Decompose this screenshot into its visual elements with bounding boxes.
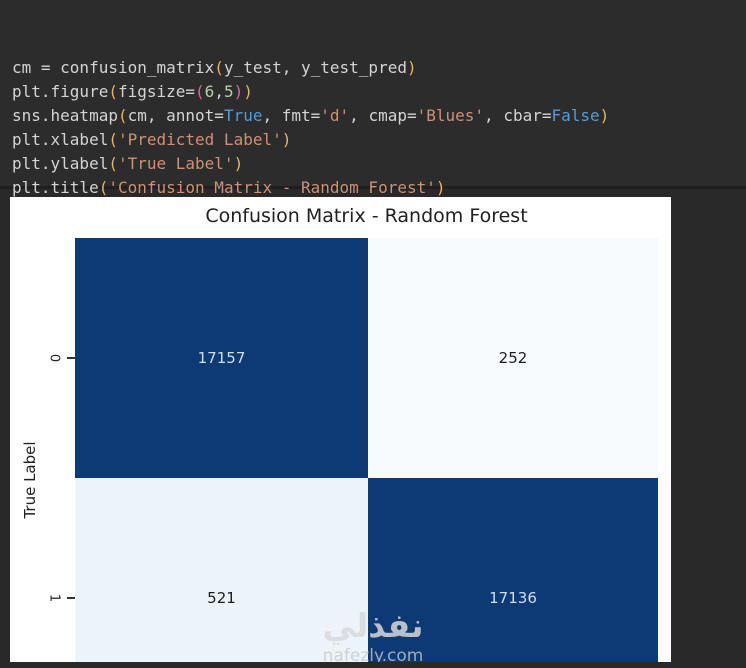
y-axis-label: True Label — [21, 441, 39, 519]
code-token-paren_pink: ( — [195, 82, 205, 101]
confusion-matrix-figure: Confusion Matrix - Random Forest True La… — [10, 197, 671, 662]
code-token-plain: , cbar= — [484, 106, 552, 125]
y-tick-label-0: 0 — [46, 353, 62, 363]
code-line[interactable]: cm = confusion_matrix(y_test, y_test_pre… — [12, 56, 738, 80]
code-token-paren_gold: ) — [233, 154, 244, 173]
code-token-number: 6 — [204, 82, 215, 101]
code-token-plain: plt.xlabel — [12, 130, 109, 149]
code-token-plain: plt.figure — [12, 82, 109, 101]
heatmap-grid: 17157 252 521 17136 — [75, 238, 658, 662]
code-token-plain: y_test, y_test_pred — [223, 58, 407, 77]
heatmap-cell-value: 17157 — [197, 349, 246, 367]
code-token-plain: , cmap= — [349, 106, 417, 125]
code-line[interactable]: plt.xlabel('Predicted Label') — [12, 128, 738, 152]
code-token-plain: sns.heatmap — [12, 106, 118, 125]
code-token-string: 'Predicted Label' — [117, 130, 282, 149]
code-line[interactable]: plt.figure(figsize=(6,5)) — [12, 80, 738, 104]
code-token-plain: figsize= — [117, 82, 196, 101]
code-token-string: 'Blues' — [416, 106, 485, 125]
heatmap-cell-value: 17136 — [489, 589, 537, 607]
code-token-paren_gold: ( — [214, 58, 224, 77]
code-token-string: 'd' — [320, 106, 350, 125]
heatmap-cell-1-0: 521 — [75, 478, 368, 662]
code-line[interactable]: plt.ylabel('True Label') — [12, 152, 738, 176]
code-token-paren_pink: ) — [233, 82, 244, 101]
code-token-plain: , fmt= — [262, 106, 321, 125]
y-tick-mark — [67, 357, 75, 359]
code-token-paren_gold: ) — [281, 130, 292, 149]
code-line[interactable]: plt.title('Confusion Matrix - Random For… — [12, 176, 738, 200]
plot-title: Confusion Matrix - Random Forest — [205, 205, 528, 227]
heatmap-cell-0-0: 17157 — [75, 238, 368, 478]
code-token-paren_gold: ( — [117, 106, 128, 125]
code-token-paren_gold: ) — [406, 58, 417, 77]
y-tick-mark — [67, 597, 75, 599]
code-token-paren_gold: ) — [599, 106, 610, 125]
code-token-paren_gold: ) — [243, 82, 253, 101]
code-token-plain: plt.ylabel — [12, 154, 109, 173]
code-token-plain: cm = confusion_matrix — [12, 58, 215, 77]
code-line[interactable]: sns.heatmap(cm, annot=True, fmt='d', cma… — [12, 104, 738, 128]
code-token-number: 5 — [223, 82, 234, 101]
code-token-paren_gold: ( — [108, 154, 118, 173]
y-tick-label-1: 1 — [46, 593, 62, 603]
code-token-paren_gold: ( — [98, 178, 109, 197]
heatmap-cell-value: 521 — [207, 589, 236, 607]
code-token-keyword: False — [551, 106, 600, 125]
code-lines-container: cm = confusion_matrix(y_test, y_test_pre… — [12, 56, 738, 224]
code-token-plain: plt.title — [12, 178, 99, 197]
code-token-paren_gold: ) — [435, 178, 446, 197]
heatmap-cell-1-1: 17136 — [368, 478, 658, 662]
code-editor-panel[interactable]: cm = confusion_matrix(y_test, y_test_pre… — [0, 0, 746, 221]
code-token-string: 'Confusion Matrix - Random Forest' — [108, 178, 436, 197]
heatmap-cell-0-1: 252 — [368, 238, 658, 478]
code-token-paren_gold: ( — [108, 82, 118, 101]
code-token-plain: , — [214, 82, 224, 101]
code-token-paren_gold: ( — [108, 130, 118, 149]
heatmap-cell-value: 252 — [498, 349, 528, 367]
heatmap-axes: 17157 252 521 17136 0 1 — [47, 238, 658, 662]
code-token-keyword: True — [223, 106, 263, 125]
code-token-string: 'True Label' — [117, 154, 234, 173]
code-token-plain: cm, annot= — [127, 106, 224, 125]
